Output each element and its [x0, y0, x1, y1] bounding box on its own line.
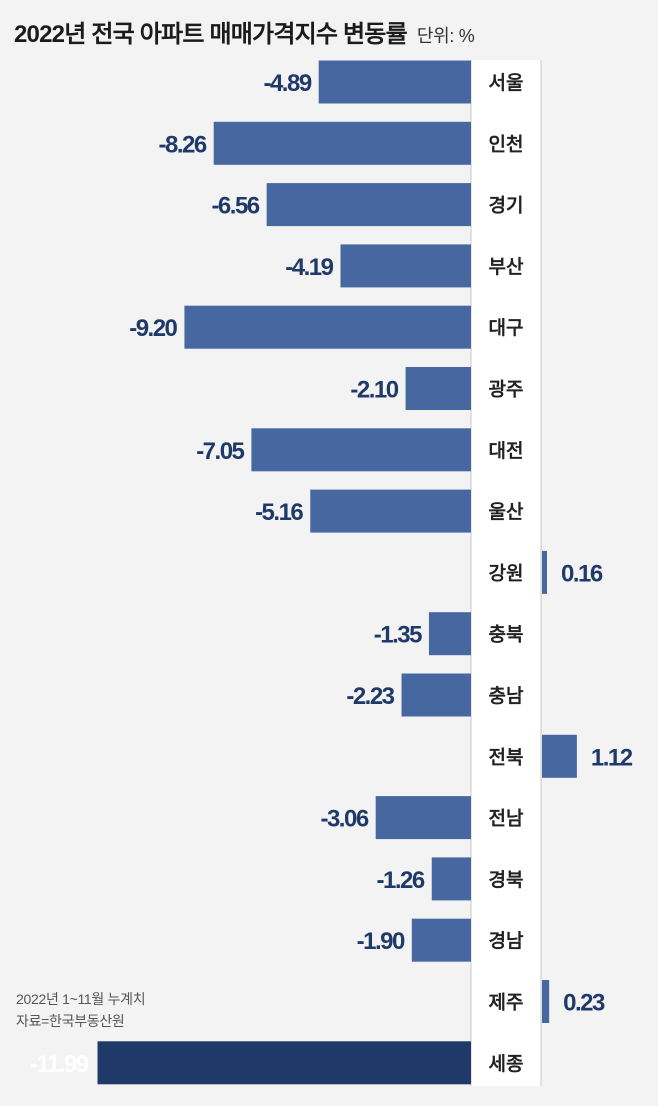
- category-label: 대전: [489, 440, 524, 462]
- bar: [184, 305, 472, 349]
- bar: [318, 60, 471, 104]
- bar: [542, 734, 577, 778]
- category-label: 부산: [489, 256, 524, 278]
- chart-title: 2022년 전국 아파트 매매가격지수 변동률: [14, 21, 408, 48]
- note-source: 자료=한국부동산원: [16, 1013, 125, 1029]
- bar: [340, 244, 471, 288]
- category-label: 서울: [489, 72, 524, 94]
- bar: [428, 612, 471, 656]
- value-label: -1.90: [357, 928, 405, 955]
- category-label: 세종: [489, 1053, 524, 1075]
- value-label: -6.56: [211, 193, 259, 220]
- value-label: -7.05: [196, 438, 244, 465]
- value-label: -3.06: [320, 806, 368, 833]
- note-period: 2022년 1~11월 누계치: [16, 991, 146, 1007]
- value-label: -1.35: [374, 622, 422, 649]
- category-label: 경기: [489, 195, 524, 217]
- category-label: 대구: [489, 317, 524, 339]
- title-row: 2022년 전국 아파트 매매가격지수 변동률 단위: %: [14, 14, 654, 50]
- category-label: 제주: [489, 992, 524, 1014]
- category-label: 인천: [489, 133, 524, 155]
- unit-label: 단위: %: [416, 26, 475, 46]
- bar: [542, 550, 547, 594]
- bar: [251, 428, 471, 472]
- bar: [431, 857, 471, 901]
- category-label: 전남: [489, 808, 524, 830]
- value-label: 0.16: [561, 560, 603, 587]
- value-label: -9.20: [129, 315, 177, 342]
- bar: [542, 980, 550, 1023]
- footnote: 2022년 1~11월 누계치 자료=한국부동산원: [16, 988, 146, 1032]
- bar: [97, 1041, 471, 1085]
- value-label: -4.89: [263, 70, 311, 97]
- category-label: 강원: [489, 562, 524, 584]
- category-label: 충남: [489, 685, 524, 707]
- category-label: 경남: [489, 930, 524, 952]
- value-label: -1.26: [377, 867, 425, 894]
- category-label: 경북: [489, 869, 524, 891]
- bar: [266, 183, 471, 227]
- bar: [375, 796, 471, 840]
- value-label: -11.99: [30, 1051, 89, 1078]
- bar: [405, 367, 471, 410]
- category-label: 울산: [489, 501, 524, 523]
- category-label: 광주: [489, 379, 524, 401]
- bar: [401, 673, 471, 717]
- bar: [411, 918, 471, 962]
- bar: [213, 121, 472, 165]
- value-label: -5.16: [255, 499, 303, 526]
- bar: [310, 489, 471, 533]
- value-label: 0.23: [563, 990, 605, 1017]
- category-label: 전북: [489, 746, 524, 768]
- value-label: -2.23: [346, 683, 394, 710]
- value-label: 1.12: [591, 744, 633, 771]
- value-label: -2.10: [350, 377, 398, 404]
- category-label: 충북: [489, 624, 524, 646]
- value-label: -8.26: [158, 131, 206, 158]
- category-column: [471, 60, 541, 1086]
- value-label: -4.19: [285, 254, 333, 281]
